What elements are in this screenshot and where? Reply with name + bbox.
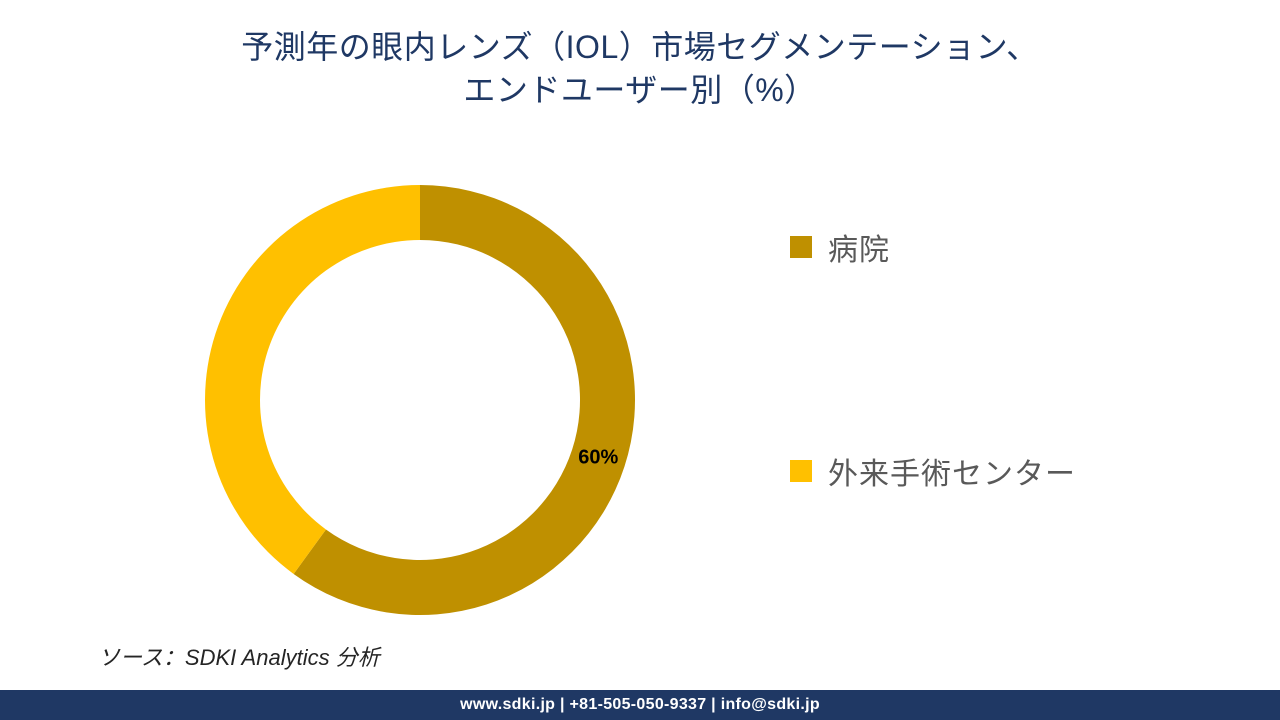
legend: 病院外来手術センター — [790, 225, 1230, 493]
legend-item: 外来手術センター — [790, 449, 1230, 493]
donut-svg — [180, 160, 660, 640]
footer-bar: www.sdki.jp | +81-505-050-9337 | info@sd… — [0, 690, 1280, 720]
donut-slice — [205, 185, 420, 574]
legend-swatch — [790, 236, 812, 258]
chart-title: 予測年の眼内レンズ（IOL）市場セグメンテーション、 エンドユーザー別（%） — [0, 26, 1280, 112]
legend-label: 病院 — [828, 225, 890, 269]
chart-title-line2: エンドユーザー別（%） — [0, 69, 1280, 112]
slice-pct-label: 60% — [578, 446, 618, 469]
legend-swatch — [790, 460, 812, 482]
source-text: ソース：SDKI Analytics 分析 — [98, 640, 380, 672]
donut-chart: 60% — [180, 160, 660, 640]
footer-text: www.sdki.jp | +81-505-050-9337 | info@sd… — [460, 696, 820, 714]
legend-label: 外来手術センター — [828, 449, 1076, 493]
chart-title-line1: 予測年の眼内レンズ（IOL）市場セグメンテーション、 — [0, 26, 1280, 69]
legend-item: 病院 — [790, 225, 1230, 269]
